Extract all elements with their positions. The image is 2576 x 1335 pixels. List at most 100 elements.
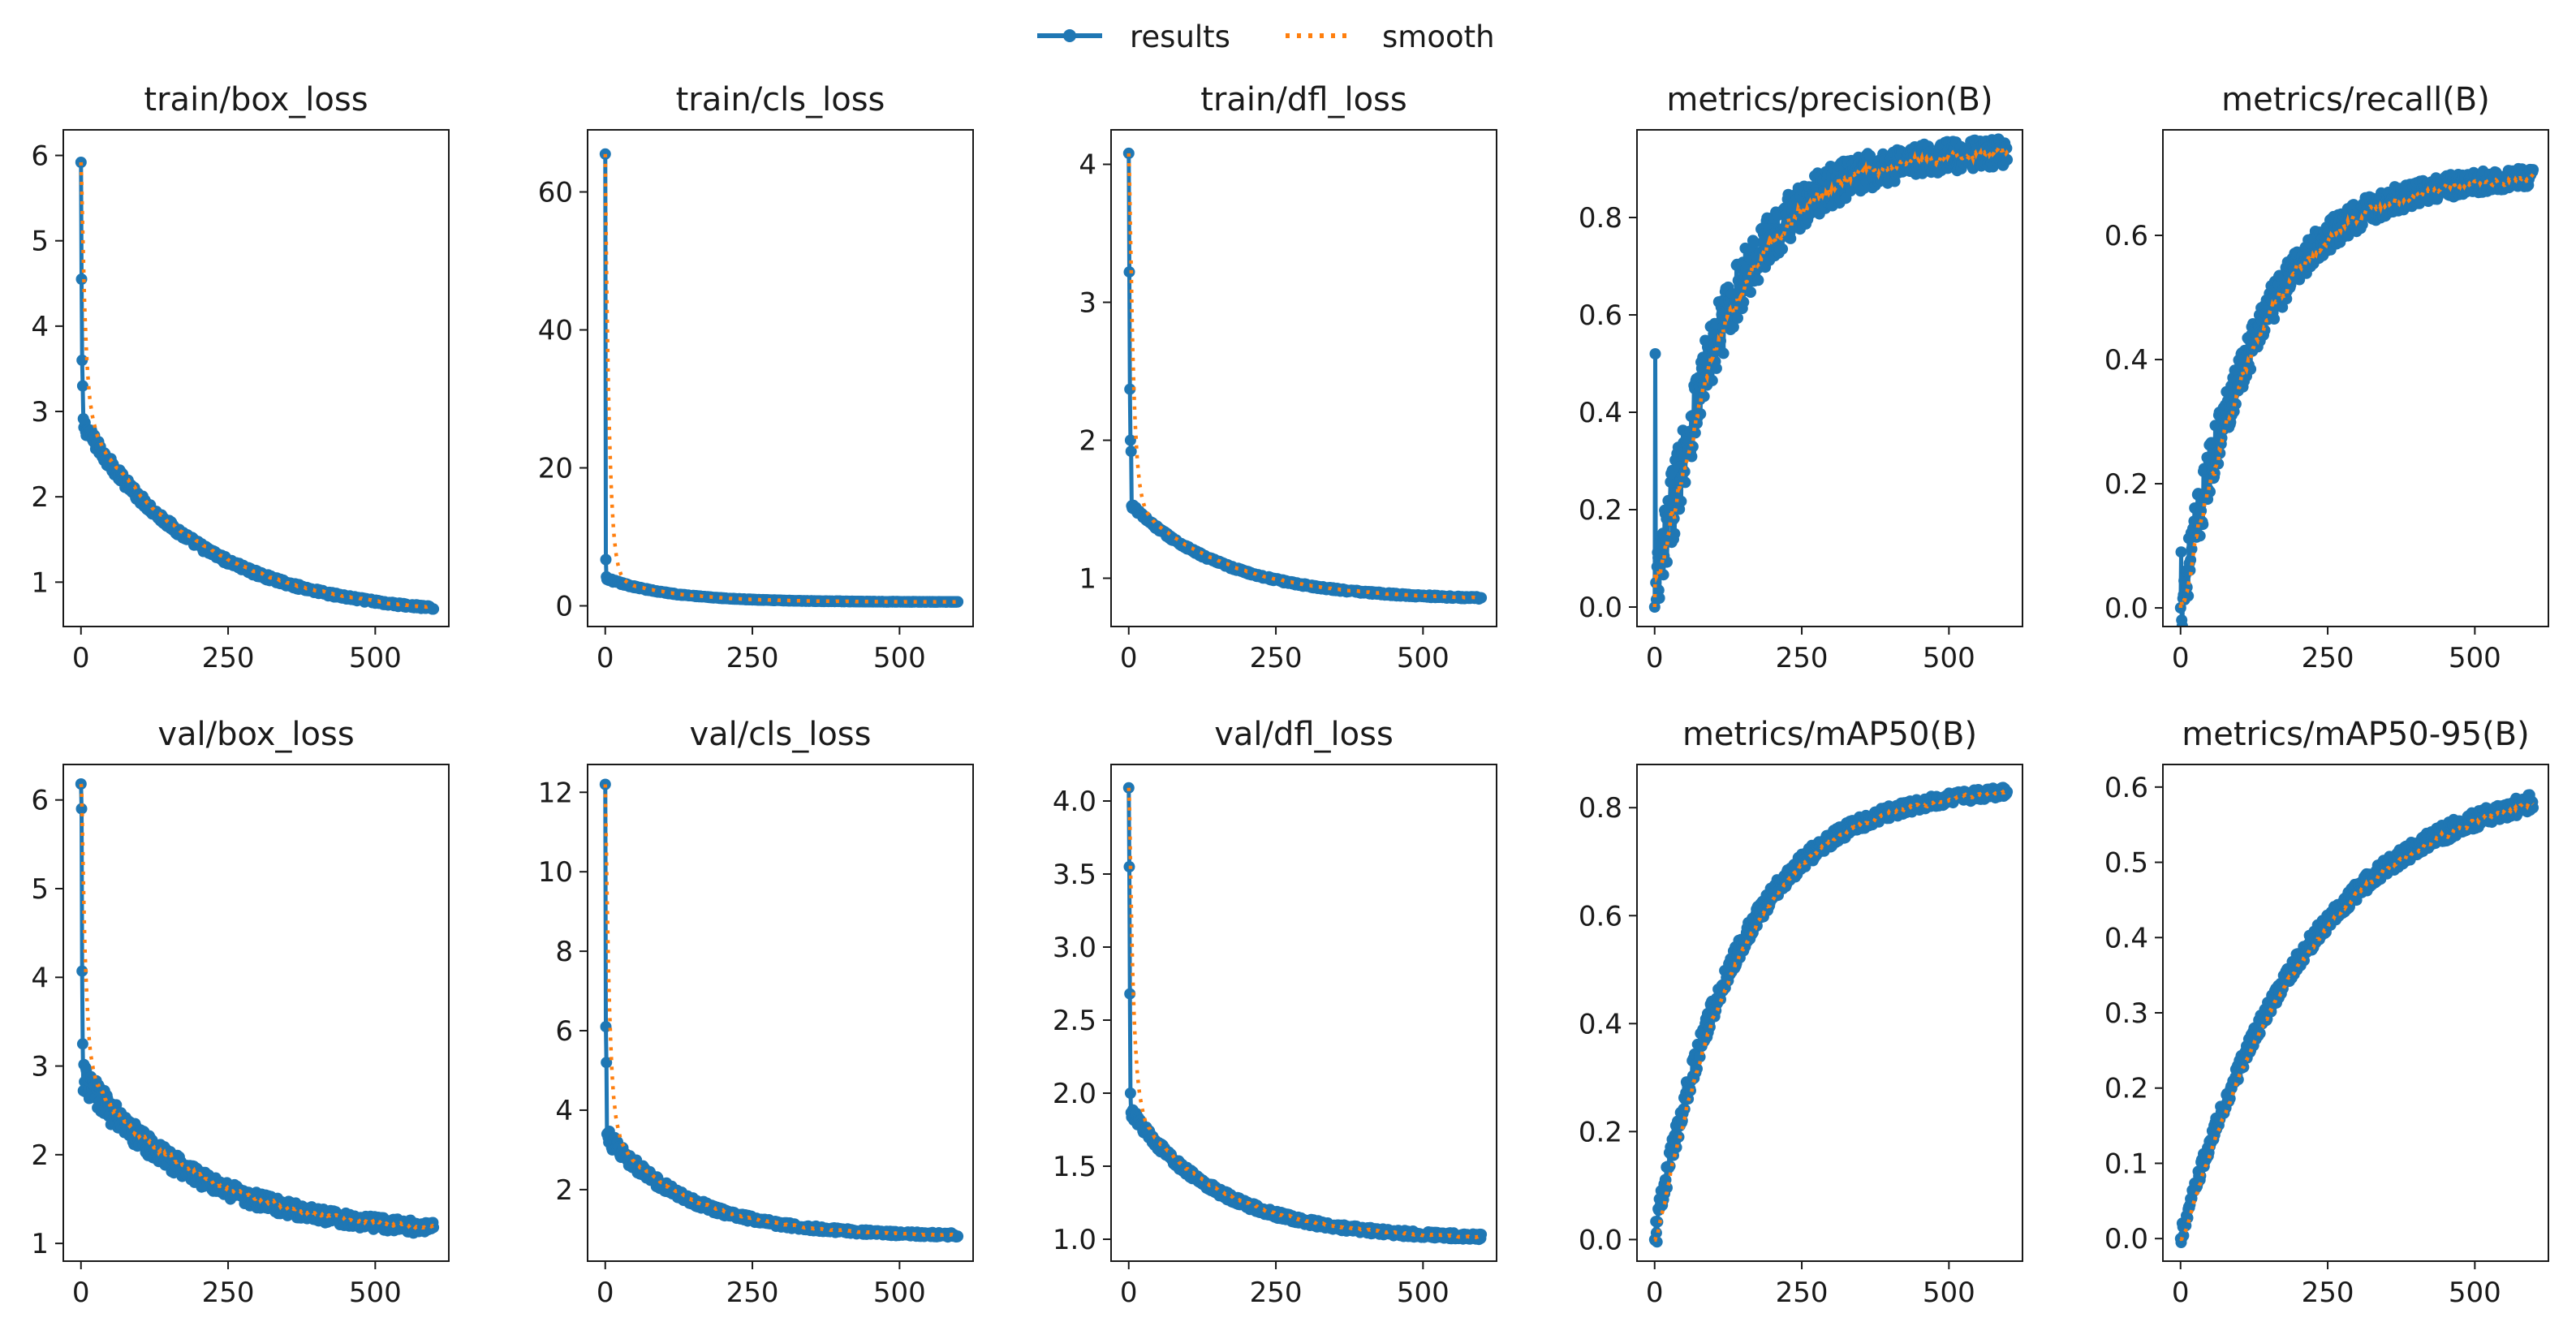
x-tick-label: 0 [1646, 642, 1664, 674]
results-point [1752, 274, 1764, 286]
results-point [428, 603, 440, 615]
results-point [1649, 348, 1661, 360]
smooth-line [1126, 787, 1483, 1240]
plot-frame [2162, 129, 2549, 627]
results-point [1675, 495, 1687, 507]
x-tick-label: 250 [1250, 1277, 1303, 1309]
results-line [603, 784, 959, 1239]
y-tick-label: 0.2 [1579, 1116, 1622, 1148]
results-point [2527, 164, 2539, 176]
x-tick-label: 250 [726, 1277, 779, 1309]
y-tick-label: 10 [538, 856, 573, 889]
y-tick-label: 0.0 [2104, 592, 2148, 625]
panel-title: val/cls_loss [690, 716, 872, 753]
y-tick-label: 0.2 [2104, 468, 2148, 501]
results-point [1695, 408, 1707, 420]
y-tick-label: 60 [538, 177, 573, 209]
y-tick-label: 3.5 [1053, 859, 1096, 891]
x-tick-label: 250 [1776, 1277, 1829, 1309]
results-point [2175, 546, 2187, 558]
results-point [1686, 441, 1699, 453]
panel-title: metrics/recall(B) [2221, 81, 2490, 118]
x-tick-label: 0 [597, 1277, 614, 1309]
results-point [2001, 153, 2014, 166]
results-point [1665, 476, 1677, 488]
y-tick-label: 6 [31, 785, 49, 817]
x-tick-label: 250 [202, 642, 255, 674]
y-tick-label: 2 [31, 481, 49, 514]
results-point [2273, 269, 2285, 282]
results-point [1686, 450, 1698, 463]
results-point [1715, 335, 1726, 347]
y-tick-label: 0.4 [2104, 344, 2148, 377]
results-point [1727, 321, 1739, 333]
y-tick-label: 5 [31, 226, 49, 258]
results-line [1126, 153, 1483, 601]
plot-frame [1110, 764, 1497, 1262]
results-line [79, 161, 435, 611]
x-tick-label: 500 [873, 642, 926, 674]
smooth-line [1652, 141, 2010, 608]
x-tick-label: 0 [1646, 1277, 1664, 1309]
smooth-line [79, 783, 434, 1231]
y-tick-label: 0.8 [1579, 202, 1622, 235]
y-tick-label: 4.0 [1053, 786, 1096, 818]
results-point [76, 380, 88, 392]
panel-title: train/dfl_loss [1200, 81, 1406, 118]
panel-metrics-precision-b: metrics/precision(B)0 250 5000.00.20.40.60… [1579, 81, 2023, 674]
y-tick-label: 3 [31, 396, 49, 428]
x-tick-label: 500 [1923, 642, 1975, 674]
y-tick-label: 5 [31, 873, 49, 906]
x-tick-label: 0 [597, 642, 614, 674]
x-tick-label: 0 [72, 642, 90, 674]
results-point [2184, 564, 2196, 576]
plot-frame [62, 129, 450, 627]
x-tick-label: 250 [1250, 642, 1303, 674]
y-tick-label: 0.8 [1579, 792, 1622, 825]
y-tick-label: 40 [538, 315, 573, 347]
results-point [1732, 312, 1743, 324]
panel-title: metrics/mAP50(B) [1682, 716, 1977, 753]
results-point [1777, 243, 1789, 255]
x-tick-label: 500 [1397, 1277, 1450, 1309]
y-tick-label: 6 [555, 1015, 573, 1048]
results-point [1475, 592, 1488, 604]
panel-title: train/cls_loss [676, 81, 885, 118]
results-point [1706, 374, 1718, 386]
y-tick-label: 1 [1079, 563, 1096, 596]
results-point [1717, 347, 1730, 360]
plot-frame [1636, 129, 2023, 627]
legend: results smooth [1037, 19, 1495, 54]
results-point [2214, 447, 2226, 459]
y-tick-label: 0.2 [1579, 494, 1622, 527]
y-tick-label: 1 [31, 1228, 49, 1260]
y-tick-label: 2.5 [1053, 1005, 1096, 1037]
x-tick-label: 250 [1776, 642, 1829, 674]
results-point [1785, 232, 1797, 244]
legend-smooth-label: smooth [1382, 19, 1495, 54]
legend-results-marker [1063, 29, 1076, 42]
panel-title: metrics/precision(B) [1666, 81, 1992, 118]
y-tick-label: 3 [1079, 287, 1096, 320]
x-tick-label: 500 [349, 642, 402, 674]
x-tick-label: 500 [1923, 1277, 1975, 1309]
results-line [603, 153, 959, 605]
y-tick-label: 2 [1079, 425, 1096, 458]
results-point [601, 1057, 613, 1069]
results-point [76, 1038, 88, 1050]
smooth-line [603, 153, 958, 604]
results-point [600, 553, 612, 566]
smooth-line [79, 161, 434, 610]
results-point [1124, 1087, 1136, 1099]
results-point [1679, 476, 1691, 489]
plot-frame [62, 764, 450, 1262]
x-tick-label: 0 [2172, 642, 2190, 674]
y-tick-label: 4 [1079, 149, 1096, 182]
y-tick-label: 1.0 [1053, 1224, 1096, 1256]
y-tick-label: 2 [31, 1139, 49, 1172]
x-tick-label: 0 [1120, 1277, 1138, 1309]
